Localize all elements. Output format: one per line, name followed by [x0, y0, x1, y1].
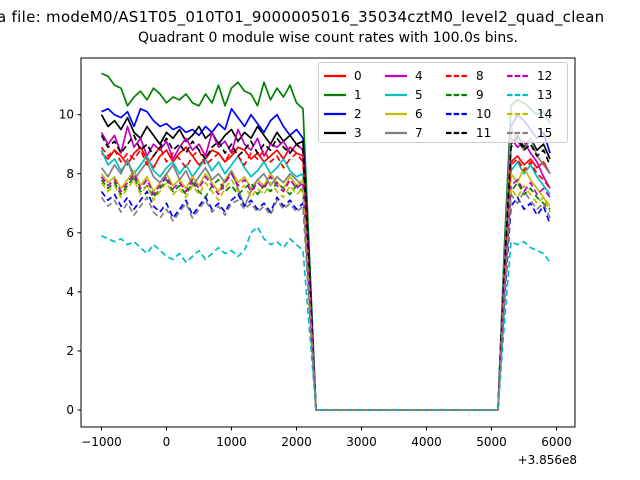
legend-label-0: 0 [354, 68, 362, 83]
legend-column: 8 9 10 11 [445, 66, 506, 142]
legend-entry-5: 5 [384, 85, 445, 104]
legend-column: 0 1 2 3 [323, 66, 384, 142]
legend-entry-13: 13 [506, 85, 567, 104]
y-tick-label: 4 [66, 285, 74, 299]
legend-entry-4: 4 [384, 66, 445, 85]
x-tick-label: 1000 [216, 435, 247, 449]
legend-column: 4 5 6 7 [384, 66, 445, 142]
legend-label-2: 2 [354, 106, 362, 121]
legend-entry-2: 2 [323, 104, 384, 123]
series-line-4 [100, 125, 551, 411]
legend-line-sample-9 [446, 93, 468, 96]
x-tick-label: 2000 [281, 435, 312, 449]
legend-line-sample-2 [324, 112, 346, 115]
legend-entry-10: 10 [445, 104, 506, 123]
legend-entry-8: 8 [445, 66, 506, 85]
legend-label-3: 3 [354, 125, 362, 140]
legend-label-8: 8 [476, 68, 484, 83]
x-tick-label: 6000 [541, 435, 572, 449]
legend-line-sample-4 [385, 74, 407, 77]
x-tick-label: 5000 [476, 435, 507, 449]
legend-line-sample-1 [324, 93, 346, 96]
legend: 0 1 2 3 4 5 6 7 8 9 10 11 12 13 14 15 [318, 62, 568, 143]
legend-line-sample-8 [446, 74, 468, 77]
legend-label-7: 7 [415, 125, 423, 140]
series-line-15 [100, 190, 551, 411]
series-line-6 [100, 166, 551, 411]
series-line-10 [100, 190, 551, 411]
series-line-13 [101, 226, 551, 411]
legend-entry-7: 7 [384, 123, 445, 142]
legend-line-sample-13 [507, 93, 529, 96]
y-axis: 0 2 4 6 8 10 [59, 108, 81, 417]
y-tick-label: 8 [66, 167, 74, 181]
axes-title: Quadrant 0 module wise count rates with … [138, 30, 518, 46]
x-axis: −1000 0 1000 2000 3000 4000 5000 6000 +3.856e8 [81, 427, 577, 467]
x-tick-label: 0 [163, 435, 171, 449]
y-tick-label: 6 [66, 226, 74, 240]
legend-label-6: 6 [415, 106, 423, 121]
legend-entry-11: 11 [445, 123, 506, 142]
legend-label-1: 1 [354, 87, 362, 102]
legend-label-5: 5 [415, 87, 423, 102]
figure-title: a file: modeM0/AS1T05_010T01_9000005016_… [0, 8, 605, 26]
legend-entry-9: 9 [445, 85, 506, 104]
series-lines [100, 72, 551, 411]
legend-line-sample-14 [507, 112, 529, 115]
legend-line-sample-0 [324, 74, 346, 77]
series-line-7 [100, 125, 551, 411]
legend-line-sample-6 [385, 112, 407, 115]
series-line-5 [100, 149, 551, 411]
legend-label-11: 11 [476, 125, 492, 140]
legend-line-sample-7 [385, 131, 407, 134]
legend-line-sample-12 [507, 74, 529, 77]
axes-frame [80, 57, 576, 428]
legend-line-sample-10 [446, 112, 468, 115]
x-tick-label: 3000 [346, 435, 377, 449]
legend-label-10: 10 [476, 106, 492, 121]
y-tick-label: 10 [59, 108, 74, 122]
x-tick-label: 4000 [411, 435, 442, 449]
legend-entry-15: 15 [506, 123, 567, 142]
legend-entry-0: 0 [323, 66, 384, 85]
legend-entry-14: 14 [506, 104, 567, 123]
legend-label-12: 12 [537, 68, 553, 83]
legend-line-sample-11 [446, 131, 468, 134]
legend-label-9: 9 [476, 87, 484, 102]
legend-label-13: 13 [537, 87, 553, 102]
legend-label-14: 14 [537, 106, 553, 121]
series-line-14 [100, 178, 551, 411]
legend-label-4: 4 [415, 68, 423, 83]
legend-line-sample-5 [385, 93, 407, 96]
legend-line-sample-15 [507, 131, 529, 134]
legend-entry-3: 3 [323, 123, 384, 142]
legend-line-sample-3 [324, 131, 346, 134]
legend-label-15: 15 [537, 125, 553, 140]
y-tick-label: 0 [66, 403, 74, 417]
legend-entry-6: 6 [384, 104, 445, 123]
y-tick-label: 2 [66, 344, 74, 358]
series-line-12 [100, 172, 551, 411]
legend-column: 12 13 14 15 [506, 66, 567, 142]
series-line-3 [100, 114, 551, 411]
legend-entry-1: 1 [323, 85, 384, 104]
x-axis-offset-label: +3.856e8 [518, 453, 577, 467]
x-tick-label: −1000 [81, 435, 122, 449]
legend-entry-12: 12 [506, 66, 567, 85]
